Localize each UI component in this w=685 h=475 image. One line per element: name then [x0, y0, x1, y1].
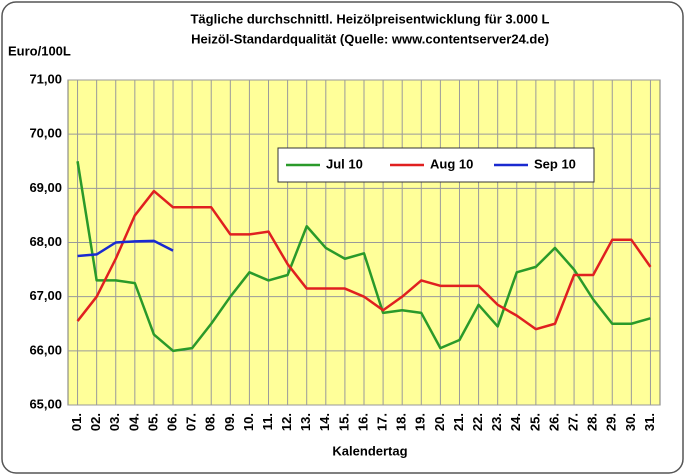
x-tick-label: 21. [451, 413, 466, 431]
x-tick-label: 22. [470, 413, 485, 431]
y-tick-label: 65,00 [29, 396, 62, 411]
legend-label: Jul 10 [326, 156, 363, 171]
x-tick-label: 16. [355, 413, 370, 431]
x-tick-label: 02. [88, 413, 103, 431]
y-tick-label: 66,00 [29, 342, 62, 357]
x-tick-label: 01. [69, 413, 84, 431]
series-line [76, 189, 652, 331]
legend-label: Aug 10 [430, 156, 473, 171]
x-tick-label: 19. [413, 413, 428, 431]
x-tick-label: 09. [222, 413, 237, 431]
x-axis-label: Kalendertag [332, 443, 407, 458]
y-tick-label: 67,00 [29, 288, 62, 303]
x-tick-label: 10. [241, 413, 256, 431]
x-tick-label: 30. [623, 413, 638, 431]
x-tick-label: 14. [317, 413, 332, 431]
x-tick-label: 07. [184, 413, 199, 431]
y-tick-label: 71,00 [29, 71, 62, 86]
x-tick-label: 25. [527, 413, 542, 431]
y-tick-label: 68,00 [29, 234, 62, 249]
y-tick-label: 69,00 [29, 180, 62, 195]
x-tick-label: 26. [546, 413, 561, 431]
x-tick-label: 24. [508, 413, 523, 431]
x-tick-label: 29. [604, 413, 619, 431]
x-tick-label: 04. [126, 413, 141, 431]
legend [277, 147, 595, 183]
x-tick-label: 12. [279, 413, 294, 431]
x-tick-label: 11. [260, 413, 275, 430]
x-tick-label: 06. [164, 413, 179, 431]
chart-subtitle: Heizöl-Standardqualität (Quelle: www.con… [191, 31, 549, 46]
series-line [77, 239, 174, 258]
x-tick-label: 03. [107, 413, 122, 431]
legend-label: Sep 10 [534, 156, 576, 171]
x-tick-label: 27. [566, 413, 581, 431]
x-tick-label: 05. [145, 413, 160, 431]
y-tick-label: 70,00 [29, 126, 62, 141]
x-tick-label: 31. [642, 413, 657, 431]
x-tick-label: 20. [432, 413, 447, 431]
x-tick-label: 17. [375, 413, 390, 431]
chart-title: Tägliche durchschnittl. Heizölpreisentwi… [190, 11, 549, 26]
x-tick-label: 28. [585, 413, 600, 431]
x-tick-label: 13. [298, 413, 313, 431]
x-tick-label: 15. [336, 413, 351, 431]
x-tick-label: 18. [394, 413, 409, 431]
y-axis-label: Euro/100L [8, 43, 71, 58]
series-line [76, 161, 651, 353]
x-tick-label: 08. [203, 413, 218, 431]
x-tick-label: 23. [489, 413, 504, 431]
